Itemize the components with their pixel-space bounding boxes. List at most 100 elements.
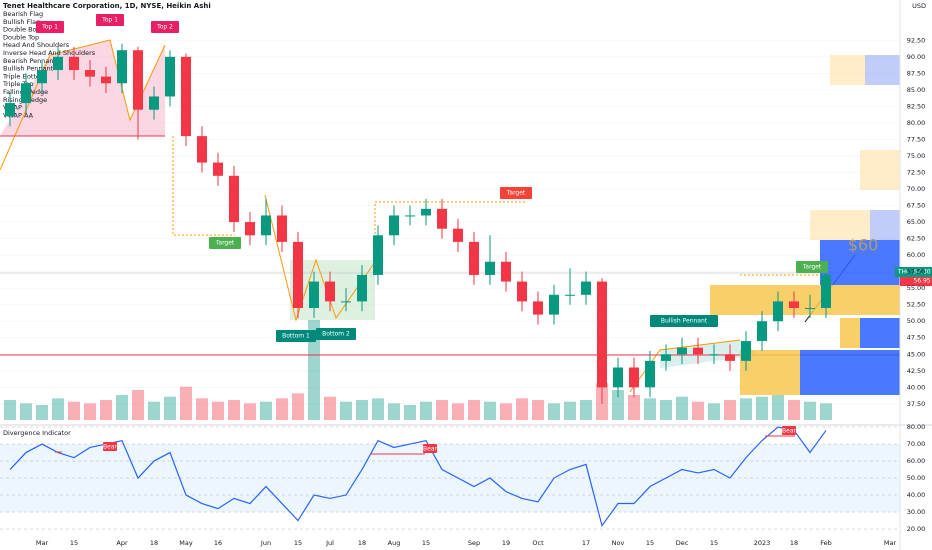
annotation-box xyxy=(500,187,532,199)
candle-body xyxy=(341,301,351,303)
price-tag xyxy=(900,267,932,277)
volume-bar xyxy=(228,400,240,420)
annotation: Top 2 xyxy=(156,24,173,31)
y-tick-label: 72.50 xyxy=(907,168,926,176)
volume-bar xyxy=(532,400,544,420)
volume-bar xyxy=(660,400,672,420)
y-tick-label: 47.50 xyxy=(907,334,926,342)
menu-item: Bearish Pennant xyxy=(3,57,57,65)
volume-bar xyxy=(308,320,320,420)
annotation-box xyxy=(650,315,718,327)
y-tick-label: 45.00 xyxy=(907,350,926,358)
candle-body xyxy=(21,83,31,104)
candle-body xyxy=(661,354,671,361)
annotation: Target xyxy=(506,190,526,197)
x-tick-label: Oct xyxy=(532,539,544,547)
menu-item: Triple Top xyxy=(2,80,33,88)
x-tick-label: 18 xyxy=(358,539,366,547)
y-tick-label: 37.50 xyxy=(907,400,926,408)
y-tick-label: 50.00 xyxy=(907,474,926,482)
candle-body xyxy=(501,261,511,282)
annotation: Bear xyxy=(103,444,117,451)
volume-bar xyxy=(4,400,16,420)
y-tick-label: 92.50 xyxy=(907,36,926,44)
x-tick-label: Dec xyxy=(676,539,689,547)
volume-bar xyxy=(804,401,816,420)
candle-body xyxy=(453,228,463,242)
grid xyxy=(0,39,900,530)
volume-bar xyxy=(564,401,576,420)
menu-item: Bullish Pennant xyxy=(3,65,54,73)
candle-body xyxy=(693,347,703,355)
vp-bar xyxy=(860,318,900,348)
candle-body xyxy=(757,321,767,342)
volume-bar xyxy=(420,401,432,420)
y-tick-label: 77.50 xyxy=(907,135,926,143)
volume-bar xyxy=(756,396,768,420)
y-tick-label: 60.00 xyxy=(907,457,926,465)
volume-bar xyxy=(212,401,224,420)
candle-body xyxy=(565,294,575,296)
menu-item: Triple Bottom xyxy=(2,72,46,80)
y-tick-label: 80.00 xyxy=(907,423,926,431)
annotation: Target xyxy=(215,240,235,247)
volume-bar xyxy=(484,401,496,420)
menu-item: Bullish Flag xyxy=(3,18,40,26)
menu-item: VWAP AA xyxy=(3,111,34,119)
x-tick-label: Feb xyxy=(820,539,832,547)
y-tick-label: 87.50 xyxy=(907,69,926,77)
volume-bar xyxy=(68,401,80,420)
volume-profile xyxy=(810,55,900,240)
vp-bar xyxy=(710,285,900,315)
volume-bar xyxy=(708,403,720,420)
volume-bar xyxy=(372,398,384,420)
volume-bar xyxy=(404,405,416,420)
y-tick-label: 65.00 xyxy=(907,218,926,226)
candle-body xyxy=(549,294,559,315)
annotation-box xyxy=(276,330,316,342)
volume-bar xyxy=(52,398,64,420)
y-tick-label: 40.00 xyxy=(907,383,926,391)
volume-bar xyxy=(324,396,336,420)
double-top-area xyxy=(0,40,165,136)
annotation-box xyxy=(96,14,124,26)
y-tick-label: 60.00 xyxy=(907,251,926,259)
annotation: Bottom 2 xyxy=(322,331,350,338)
candle-body xyxy=(613,367,623,388)
candle-body xyxy=(181,56,191,137)
chart-header: Tenet Healthcare Corporation, 1D, NYSE, … xyxy=(3,2,211,10)
menu-item: Double Top xyxy=(3,33,39,41)
candle-body xyxy=(213,162,223,176)
y-tick-label: 70.00 xyxy=(907,440,926,448)
candle-body xyxy=(229,175,239,223)
volume-bar xyxy=(180,386,192,420)
volume-bar xyxy=(692,401,704,420)
y-tick-label: 85.00 xyxy=(907,86,926,94)
x-tick-label: 19 xyxy=(502,539,510,547)
annotation-box xyxy=(782,426,796,435)
x-tick-label: 18 xyxy=(790,539,798,547)
symbol-label: THC xyxy=(897,269,910,276)
candle-body xyxy=(373,235,383,275)
volume-bar xyxy=(292,393,304,420)
volume-bar xyxy=(100,400,112,420)
volume-bar xyxy=(772,395,784,420)
volume-bar xyxy=(356,400,368,420)
x-tick-label: Mar xyxy=(36,539,49,547)
x-tick-label: 2023 xyxy=(754,539,771,547)
candle-body xyxy=(677,347,687,355)
y-tick-label: 67.50 xyxy=(907,202,926,210)
candle-body xyxy=(101,76,111,84)
volume-bar xyxy=(820,403,832,420)
y-tick-label: 30.00 xyxy=(907,508,926,516)
candle-body xyxy=(725,354,735,361)
candle-body xyxy=(629,367,639,388)
vp-bar xyxy=(820,240,900,285)
volume-bar xyxy=(196,398,208,420)
volume-bar xyxy=(20,403,32,420)
y-tick-label: 80.00 xyxy=(907,119,926,127)
candle-body xyxy=(645,360,655,388)
menu-item: Bearish Flag xyxy=(3,10,43,18)
price-tag xyxy=(900,277,932,286)
y-tick-label: 90.00 xyxy=(907,53,926,61)
